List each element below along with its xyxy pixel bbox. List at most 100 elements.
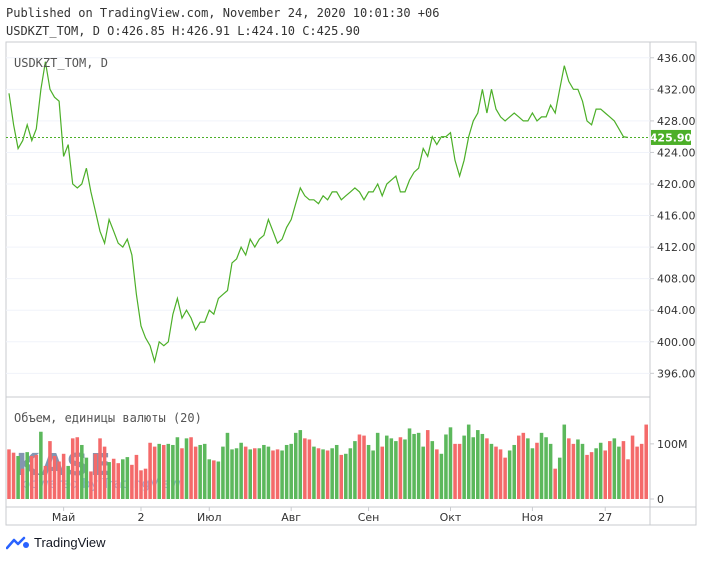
volume-bar [280,450,284,499]
volume-bar [234,448,239,499]
volume-bar [635,446,639,499]
volume-bar [567,438,571,499]
volume-bar [539,432,544,499]
price-tick-label: 412.00 [657,241,696,254]
volume-bar [507,450,512,499]
volume-bar [157,443,161,499]
volume-bar [462,435,466,499]
volume-bar [430,441,435,499]
volume-bar [212,460,216,499]
volume-bar [166,443,171,499]
volume-bar [448,427,453,499]
volume-bar [325,450,330,499]
time-tick-label: Авг [281,511,301,524]
last-price-value: 425.90 [650,131,693,144]
tradingview-logo-icon[interactable] [6,536,30,550]
volume-bar [598,442,603,499]
volume-axis: 0 100M [650,438,688,506]
last-price-tag [651,129,691,145]
volume-bar [161,444,166,499]
volume-bar [357,434,362,499]
volume-bar [262,444,266,499]
volume-bar [66,465,70,499]
price-tick-label: 416.00 [657,210,696,223]
volume-bar [489,443,494,499]
time-axis: Май 2 Июл Авг Сен Окт Ноя 27 [52,507,612,524]
volume-bar [394,441,398,499]
volume-bar [75,437,80,499]
volume-bar [617,446,621,499]
price-tick-label: 420.00 [657,178,696,191]
volume-bar [421,446,425,499]
volume-bar [580,443,585,499]
volume-bar [366,444,371,499]
volume-bar [321,449,325,499]
volume-bar [480,433,485,499]
chart-frame [5,41,697,526]
volume-bar [293,432,298,499]
volume-bar [530,448,535,499]
volume-bar [389,438,394,499]
volume-bar [61,453,66,499]
volume-bar [70,438,75,499]
volume-bar [307,439,312,499]
volume-bar [548,443,553,499]
volume-bar [20,468,25,499]
volume-bar [398,437,403,499]
price-line [8,61,629,364]
volume-tick-label: 0 [657,493,664,506]
volume-bar [608,441,612,499]
time-tick-label: Май [52,511,75,524]
volume-bar [221,446,225,499]
volume-tick-label: 100M [657,438,688,451]
volume-bar [562,424,567,499]
volume-bar [589,452,594,499]
volume-bar [189,437,193,499]
volume-bar [553,468,557,499]
volume-bar [248,449,253,499]
volume-bar [526,438,530,499]
volume-bar [93,453,98,499]
volume-bar [344,453,348,499]
time-tick-label: Ноя [522,511,544,524]
volume-bar [612,438,617,499]
volume-bar [303,438,307,499]
symbol-label: USDKZT_TOM, D [14,56,108,70]
volume-bar [253,448,257,499]
volume-bar [243,446,248,499]
volume-bar [216,461,221,499]
volume-bar [512,444,516,499]
volume-bar [571,443,576,499]
volume-bar [621,441,626,499]
volume-bar [198,444,202,499]
volume-bar [471,437,476,499]
volume-bar [362,435,366,499]
volume-bar [143,468,148,499]
price-tick-label: 424.00 [657,146,696,159]
volume-bar [116,463,121,499]
price-tick-label: 428.00 [657,115,696,128]
volume-bar [29,455,34,499]
volume-bar [139,470,143,499]
tradingview-brand[interactable]: TradingView [34,535,106,550]
volume-bar [257,448,262,499]
volume-bar [594,448,598,499]
price-tick-label: 404.00 [657,304,696,317]
volume-bar [503,457,507,499]
price-axis: 396.00 400.00 404.00 408.00 412.00 416.00 420.… [650,52,696,380]
volume-bar [403,439,407,499]
price-tick-label: 436.00 [657,52,696,65]
volume-bar [84,457,89,499]
ohlc-readout: USDKZT_TOM, D O:426.85 H:426.91 L:424.10… [6,24,361,38]
volume-bar [171,444,175,499]
volume-bar [457,443,462,499]
price-tick-label: 396.00 [657,367,696,380]
volume-bar [334,444,339,499]
price-tick-label: 408.00 [657,273,696,286]
volume-bar [639,443,644,499]
volume-bar [348,448,353,499]
volume-bar [444,434,448,499]
footer: TradingView [6,535,106,550]
volume-bar [466,424,471,499]
